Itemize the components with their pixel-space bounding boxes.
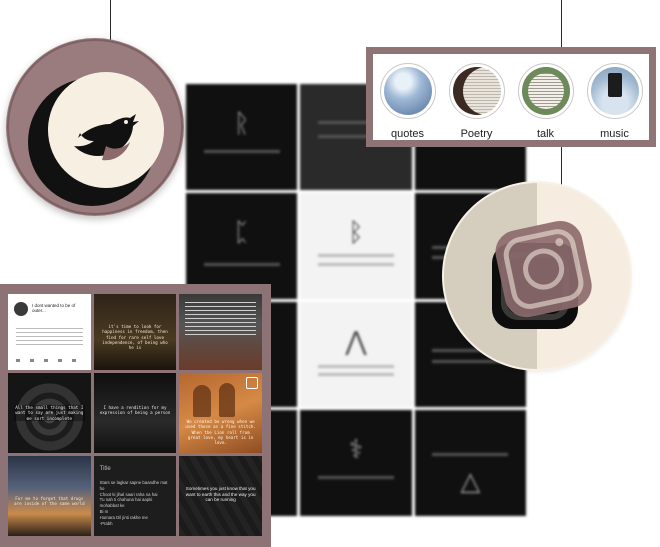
grid-post-9[interactable]: Sometimes you just know that you want to… (179, 456, 262, 536)
post-avatar (14, 302, 28, 316)
twitter-badge[interactable] (6, 38, 184, 216)
bg-post: ⚕ (300, 410, 412, 516)
highlight-cover-phone (590, 67, 639, 115)
highlight-ring (379, 63, 436, 119)
post-title: Title (99, 466, 111, 472)
twitter-bird-icon (7, 39, 183, 215)
grid-post-6[interactable]: We created be wrong when we used those a… (179, 373, 262, 453)
grid-post-8[interactable]: Title Stars se lagkar sapne baandhe mat … (93, 456, 177, 536)
highlight-talk[interactable]: talk (515, 63, 577, 140)
highlight-cover-book (452, 67, 501, 115)
post-caption: it's time to look for happiness in freed… (102, 324, 168, 350)
post-caption: For me to forget that drugs are inside o… (14, 496, 85, 507)
bg-post: ᚱ (186, 84, 298, 190)
highlight-ring (448, 63, 505, 119)
highlight-music[interactable]: music (584, 63, 646, 140)
leader-line-highlights (561, 0, 562, 48)
post-caption: I have a rendition for my expression of … (99, 405, 171, 416)
story-highlights: quotes Poetry talk music (373, 54, 649, 140)
grid-post-5[interactable]: I have a rendition for my expression of … (93, 373, 177, 453)
post-text-lines (185, 300, 256, 338)
grid-post-7[interactable]: For me to forget that drugs are inside o… (8, 456, 91, 536)
post-actions (16, 359, 83, 362)
post-caption: I dont wanted to be of outer... (32, 303, 76, 313)
post-caption: All the small things that I want to say … (14, 405, 85, 421)
leader-line-instagram (561, 147, 562, 187)
highlight-quotes[interactable]: quotes (377, 63, 439, 140)
bg-post: ⋀ (300, 301, 412, 408)
post-caption: We created be wrong when we used those a… (185, 419, 256, 445)
highlight-label: Poetry (460, 128, 493, 140)
highlight-cover-text (521, 67, 570, 115)
highlight-label: talk (536, 128, 555, 140)
grid-post-4[interactable]: All the small things that I want to say … (8, 373, 91, 453)
instagram-badge[interactable] (444, 183, 630, 369)
silhouette (219, 383, 236, 417)
bg-post: ᛒ (300, 192, 412, 299)
highlight-label: quotes (390, 128, 425, 140)
instagram-icon (492, 220, 592, 329)
grid-post-1[interactable]: I dont wanted to be of outer... (8, 294, 91, 370)
story-highlights-panel: quotes Poetry talk music (366, 47, 656, 147)
highlight-ring (517, 63, 574, 119)
post-text-lines (16, 326, 83, 348)
post-caption: Stars se lagkar sapne baandhe mat ho Cho… (99, 480, 168, 526)
highlight-poetry[interactable]: Poetry (446, 63, 508, 140)
highlight-label: music (600, 128, 629, 140)
grid-post-3[interactable] (179, 294, 262, 370)
profile-grid-panel: I dont wanted to be of outer... it's tim… (0, 284, 271, 547)
grid-post-2[interactable]: it's time to look for happiness in freed… (93, 294, 177, 370)
reel-icon (245, 377, 258, 389)
bg-post: ᛈ (186, 192, 298, 299)
highlight-ring (586, 63, 643, 119)
post-caption: Sometimes you just know that you want to… (185, 486, 256, 503)
bg-post: △ (414, 410, 526, 516)
leader-line-twitter (110, 0, 111, 40)
profile-post-grid: I dont wanted to be of outer... it's tim… (8, 294, 262, 540)
silhouette (193, 385, 212, 417)
highlight-cover-sky (383, 67, 432, 115)
